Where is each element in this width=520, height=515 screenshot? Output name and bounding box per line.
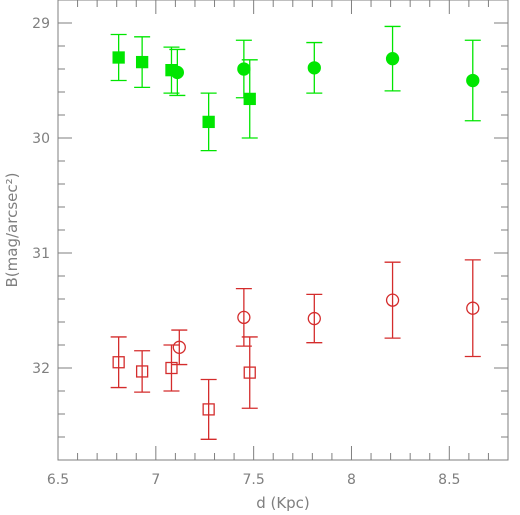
series-3: [110, 336, 258, 440]
x-tick-label: 8: [347, 472, 356, 488]
data-point-square: [135, 55, 149, 69]
y-tick-label: 32: [32, 361, 50, 377]
x-axis-label: d (Kpc): [256, 494, 310, 512]
data-point-circle: [237, 62, 251, 76]
y-tick-label: 29: [32, 16, 50, 32]
x-tick-label: 7.5: [243, 472, 265, 488]
data-point-square: [243, 92, 256, 106]
x-tick-label: 6.5: [47, 472, 69, 488]
series-2: [169, 25, 481, 122]
data-point-square: [243, 366, 256, 379]
y-tick-label: 31: [32, 246, 50, 262]
data-point-circle: [385, 52, 400, 66]
series-1: [110, 33, 258, 152]
axis-tick-labels: 6.5 7 7.5 8 8.5 29 30 31 32: [32, 16, 460, 488]
error-bar: [384, 261, 401, 339]
series-4: [171, 259, 481, 366]
error-bar: [134, 350, 151, 393]
y-tick-label: 30: [32, 131, 50, 147]
data-point-circle: [170, 65, 184, 80]
data-point-square: [135, 365, 149, 378]
y-axis-label: B(mag/arcsec²): [3, 173, 21, 288]
axis-ticks: [57, 0, 509, 461]
error-bar: [306, 293, 323, 344]
error-bar: [163, 344, 180, 392]
error-bar: [110, 336, 127, 389]
error-bar: [200, 378, 217, 440]
error-bar: [464, 259, 481, 358]
data-point-circle: [237, 310, 251, 325]
data-point-square: [202, 115, 215, 129]
data-point-circle: [466, 301, 480, 315]
data-point-circle: [307, 61, 321, 75]
error-bar: [235, 287, 252, 347]
data-point-circle: [385, 293, 400, 307]
data-point-circle: [307, 311, 321, 326]
data-point-square: [165, 361, 178, 375]
x-tick-label: 7: [151, 472, 160, 488]
plot-frame: [57, 0, 509, 461]
error-bar: [171, 329, 188, 366]
data-point-circle: [466, 73, 480, 88]
data-point-square: [112, 51, 125, 64]
data-point-square: [202, 403, 215, 416]
data-series: [110, 25, 481, 440]
data-point-square: [112, 356, 125, 369]
x-tick-label: 8.5: [438, 472, 460, 488]
data-point-circle: [172, 340, 186, 354]
